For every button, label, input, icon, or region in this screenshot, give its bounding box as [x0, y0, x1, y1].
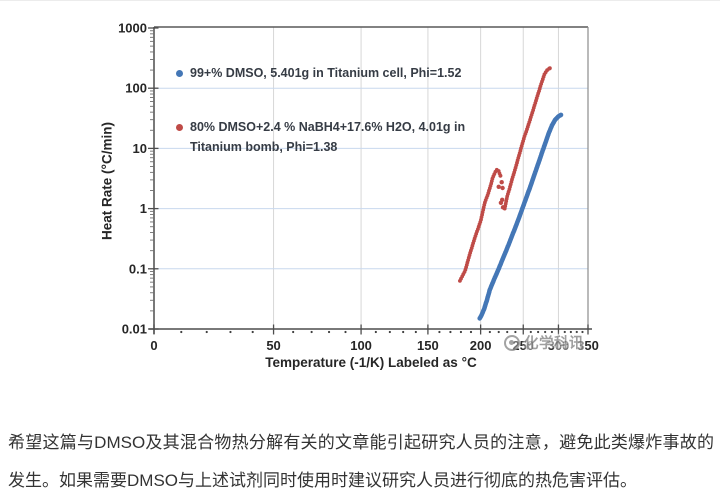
legend-marker-icon	[176, 124, 183, 131]
data-point	[498, 173, 503, 178]
data-point-outlier	[500, 185, 505, 191]
x-minor-tick	[514, 330, 517, 334]
x-tick-label: 0	[150, 338, 157, 353]
legend-label-line: 80% DMSO+2.4 % NaBH4+17.6% H2O, 4.01g in	[190, 120, 466, 134]
x-tick-label: 50	[266, 338, 280, 353]
legend-entry-dmso-pure: 99+% DMSO, 5.401g in Titanium cell, Phi=…	[176, 63, 465, 83]
y-axis-title: Heat Rate (°C/min)	[99, 122, 115, 240]
x-minor-tick	[414, 330, 417, 334]
x-minor-tick	[438, 330, 441, 334]
x-minor-tick	[229, 330, 232, 334]
x-minor-tick	[205, 330, 208, 334]
data-point	[548, 66, 552, 71]
x-minor-tick	[550, 330, 554, 334]
x-minor-tick	[544, 330, 547, 334]
x-minor-tick	[180, 330, 183, 334]
y-tick-label: 1	[140, 201, 147, 216]
legend: 99+% DMSO, 5.401g in Titanium cell, Phi=…	[176, 63, 465, 157]
x-minor-tick	[506, 330, 509, 334]
horizontal-gridlines	[154, 87, 588, 270]
x-tick-label: 100	[350, 338, 372, 353]
x-minor-tick	[310, 330, 313, 334]
data-point-outlier	[498, 200, 504, 205]
x-minor-tick	[459, 330, 463, 334]
data-point-outlier	[496, 184, 501, 189]
legend-marker-icon	[176, 70, 183, 77]
x-minor-tick	[388, 330, 391, 334]
x-minor-tick	[537, 330, 540, 334]
x-minor-tick	[581, 330, 584, 334]
x-minor-tick	[529, 330, 532, 334]
data-point	[558, 112, 564, 118]
x-minor-tick	[292, 330, 295, 334]
x-minor-tick	[374, 330, 377, 334]
series-dmso-nabh4-h2o-mixture	[458, 66, 552, 283]
x-tick-label: 150	[417, 338, 439, 353]
x-minor-tick	[575, 330, 578, 334]
x-minor-tick	[469, 330, 473, 334]
watermark: 化学科讯	[504, 332, 584, 353]
x-tick-label: 350	[577, 338, 599, 353]
data-point-outlier	[499, 180, 504, 185]
y-tick-label: 0.01	[122, 322, 147, 337]
x-axis-ticks: 0 50 100 150 200 250 300 350	[150, 324, 599, 353]
caption-paragraph: 希望这篇与DMSO及其混合物热分解有关的文章能引起研究人员的注意，避免此类爆炸事…	[8, 433, 714, 490]
legend-label: 99+% DMSO, 5.401g in Titanium cell, Phi=…	[190, 63, 461, 83]
y-tick-label: 100	[125, 81, 147, 96]
x-minor-tick	[251, 330, 254, 334]
watermark-logo-icon	[504, 334, 520, 351]
x-tick-label: 200	[470, 338, 492, 353]
x-tick-label: 300	[548, 338, 570, 353]
x-minor-tick	[344, 330, 347, 334]
y-tick-label: 10	[133, 141, 147, 156]
y-axis-ticks: 1000 100 10 1 0.1 0.01	[118, 21, 159, 337]
y-tick-label: 0.1	[129, 261, 147, 276]
watermark-text: 化学科讯	[524, 336, 584, 352]
x-minor-tick	[449, 330, 452, 334]
legend-entry-dmso-nabh4-h2o-mixture: 80% DMSO+2.4 % NaBH4+17.6% H2O, 4.01g in…	[176, 117, 465, 157]
x-minor-tick	[497, 330, 500, 334]
vertical-gridlines	[273, 27, 559, 329]
x-minor-tick	[488, 330, 491, 334]
x-axis-title: Temperature (-1/K) Labeled as °C	[265, 355, 477, 370]
x-minor-tick	[327, 330, 331, 334]
x-minor-tick	[563, 330, 566, 334]
legend-label-line: 99+% DMSO, 5.401g in Titanium cell, Phi=…	[190, 66, 462, 80]
data-point-outlier	[500, 205, 506, 210]
chart-figure: 1000 100 10 1 0.1 0.01 0 50 100 150 200 250 300 350 H…	[0, 1, 720, 415]
legend-label-line: Titanium bomb, Phi=1.38	[190, 140, 338, 154]
x-minor-tick	[402, 330, 405, 334]
series-dmso-pure	[477, 112, 564, 321]
legend-label: 80% DMSO+2.4 % NaBH4+17.6% H2O, 4.01g in…	[190, 117, 465, 157]
y-tick-label: 1000	[118, 21, 147, 36]
x-minor-tick	[569, 330, 572, 334]
